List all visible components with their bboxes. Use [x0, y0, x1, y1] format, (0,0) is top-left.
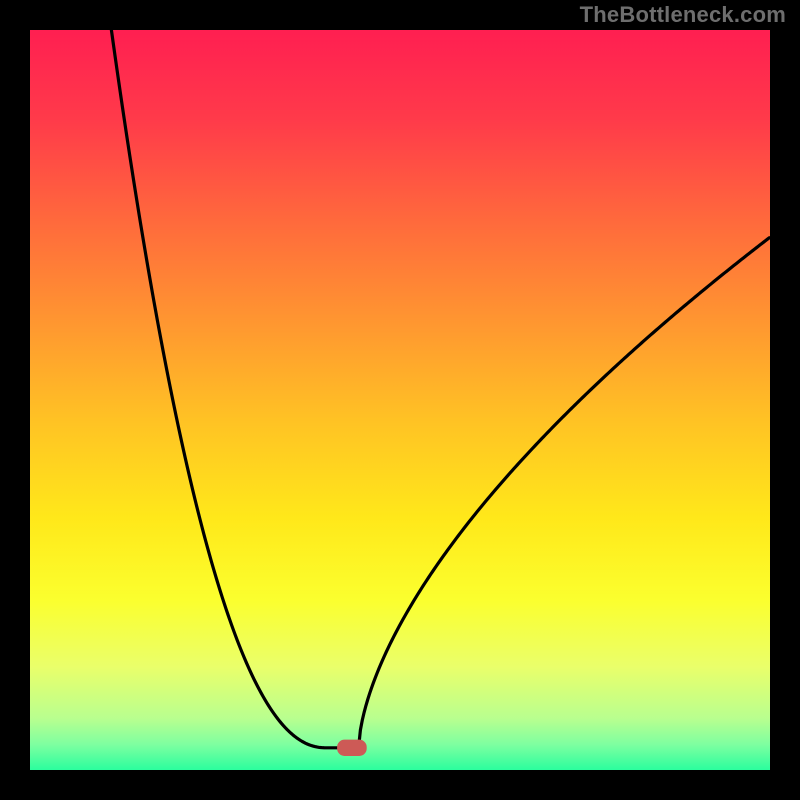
- chart-svg: [30, 30, 770, 770]
- watermark-label: TheBottleneck.com: [580, 2, 786, 28]
- figure-root: TheBottleneck.com: [0, 0, 800, 800]
- plot-area: [30, 30, 770, 770]
- apex-marker: [337, 740, 367, 756]
- gradient-background: [30, 30, 770, 770]
